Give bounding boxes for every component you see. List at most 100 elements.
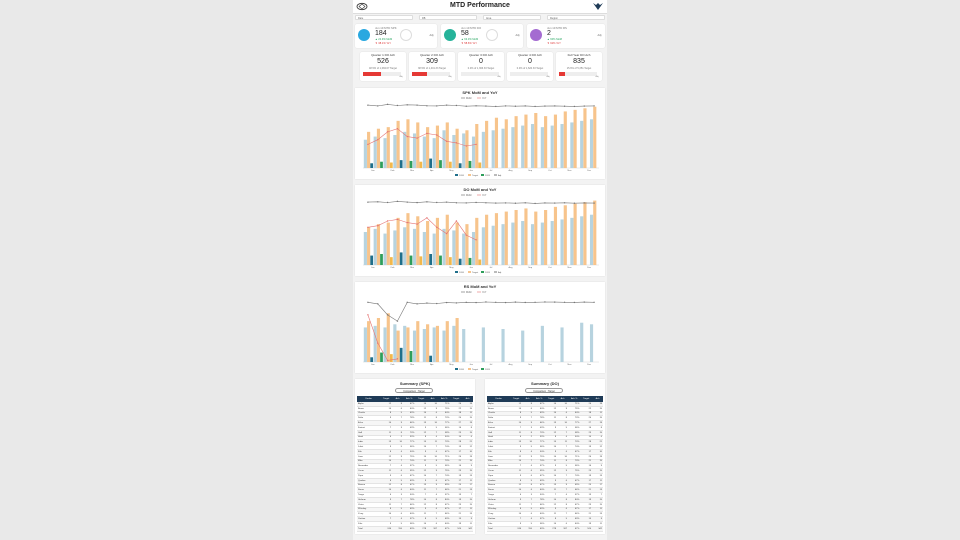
- bar-2019: [380, 161, 383, 168]
- table-cell: 8: [557, 459, 568, 465]
- table-cell: 8: [392, 483, 403, 489]
- table-cell: 9: [510, 415, 523, 422]
- table-cell: 11: [592, 411, 603, 417]
- table-cell: 12: [545, 502, 558, 508]
- table-cell: 12: [545, 406, 558, 412]
- bar-2018: [363, 232, 367, 265]
- table-header[interactable]: Target: [450, 396, 463, 402]
- comparison-select[interactable]: Comparison : Target: [525, 388, 563, 393]
- table-cell: 3: [522, 492, 533, 498]
- bar-2019: [439, 160, 442, 168]
- table-cell: 80%: [567, 497, 581, 503]
- table-cell: 8: [392, 430, 403, 436]
- table-cell: 7: [427, 444, 438, 450]
- table-cell: 70%: [532, 459, 546, 465]
- legend-swatch: [455, 174, 458, 176]
- mom-line-point: [426, 201, 428, 203]
- table-cell: 7: [380, 425, 393, 431]
- table-cell: 13: [415, 483, 428, 489]
- table-header[interactable]: Dealer: [357, 396, 381, 402]
- table-header[interactable]: Ach: [462, 396, 473, 402]
- table-cell: 4: [557, 492, 568, 498]
- table-cell: 8: [557, 497, 568, 503]
- table-header[interactable]: Target: [380, 396, 393, 402]
- legend-swatch: [494, 271, 497, 273]
- table-cell: 524: [580, 526, 593, 532]
- table-header[interactable]: Target: [415, 396, 428, 402]
- x-tick-label: May: [449, 364, 454, 366]
- bar-2018: [471, 136, 476, 168]
- bar-target: [455, 128, 459, 168]
- bar-2018: [383, 327, 387, 362]
- table-cell: 67%: [437, 449, 451, 455]
- bar-target: [544, 210, 548, 265]
- bar-target: [406, 119, 410, 168]
- table-cell: 9: [510, 497, 523, 503]
- table-cell: 73%: [437, 439, 451, 446]
- table-header[interactable]: Ach: [557, 396, 568, 402]
- table-cell: 21: [450, 487, 463, 494]
- table-cell: 73%: [567, 439, 581, 446]
- table-header[interactable]: Ach %: [437, 396, 451, 402]
- table-cell: 21: [592, 439, 603, 446]
- table-header[interactable]: Ach: [427, 396, 438, 402]
- bar-target: [416, 216, 420, 265]
- kpi-yoy: ▼ 38.1% YoY: [375, 42, 391, 45]
- x-tick-label: Dec: [587, 364, 592, 366]
- table-header[interactable]: Target: [545, 396, 558, 402]
- mom-line-point: [367, 201, 369, 203]
- kpi-target: Adj.: [429, 34, 434, 37]
- table-cell: 11: [545, 511, 558, 518]
- x-tick-label: Apr: [430, 169, 434, 172]
- comparison-select[interactable]: Comparison : Target: [395, 388, 433, 393]
- filter-area[interactable]: Area: [483, 15, 541, 20]
- table-cell: 15: [592, 497, 603, 503]
- table-row: Tango 6 3 50% 7 4 57% 13 7: [487, 492, 603, 498]
- table-header[interactable]: Ach %: [532, 396, 546, 402]
- table-header[interactable]: Dealer: [487, 396, 511, 402]
- mom-line-point: [436, 302, 438, 305]
- kpi-mom: ▲ 60% MoM: [547, 38, 562, 41]
- table-cell: 11: [545, 487, 558, 494]
- legend-label: 2018: [459, 175, 465, 177]
- table-cell: 9: [415, 507, 428, 513]
- table-cell: 524: [450, 526, 463, 532]
- quarter-progress-fill: [559, 72, 565, 76]
- filter-db[interactable]: DB: [419, 15, 477, 20]
- table-row: Foxtrot 7 3 43% 9 5 56% 16 8: [357, 425, 473, 431]
- mom-line-point: [544, 105, 546, 107]
- table-cell: 15: [592, 430, 603, 436]
- table-cell: 14: [450, 435, 463, 441]
- table-header[interactable]: Target: [580, 396, 593, 402]
- table-cell: 7: [557, 473, 568, 479]
- table-cell: 4: [392, 516, 403, 522]
- bar-2018: [511, 222, 515, 265]
- table-header[interactable]: Ach: [592, 396, 603, 402]
- table-header[interactable]: Ach: [392, 396, 403, 402]
- bar-2018: [491, 130, 495, 168]
- filter-date[interactable]: Date: [355, 15, 413, 20]
- mom-line-point: [573, 202, 576, 204]
- table-header[interactable]: Ach %: [402, 396, 416, 402]
- mom-line-point: [554, 301, 556, 303]
- yoy-line-point: [455, 142, 458, 144]
- table-header[interactable]: Ach %: [567, 396, 581, 402]
- table-cell: 14: [545, 454, 558, 460]
- bar-target: [455, 318, 459, 362]
- quarter-card: Quarter 4 DO Ach 0 0.0% of 1,620.33 Targ…: [507, 52, 553, 81]
- table-header[interactable]: Target: [510, 396, 523, 402]
- table-row: Delta 9 7 78% 11 8 73% 20 15: [487, 415, 603, 422]
- filter-region[interactable]: Region: [547, 15, 605, 20]
- table-cell: 15: [592, 415, 603, 422]
- table-cell: 10: [427, 402, 438, 407]
- mom-line-point: [367, 104, 369, 106]
- table-header[interactable]: Ach: [522, 396, 533, 402]
- table-cell: 6: [510, 492, 523, 498]
- legend-swatch: [481, 174, 484, 176]
- yoy-line-point: [455, 220, 458, 222]
- summary-title: Summary (DO): [530, 381, 559, 386]
- kpi-label: Jun 19 MTD DO: [461, 26, 482, 30]
- quarter-percent: 38.5% of 1,401.33 Target: [418, 67, 446, 70]
- page-title: MTD Performance: [450, 2, 510, 9]
- table-cell: 16: [450, 425, 463, 431]
